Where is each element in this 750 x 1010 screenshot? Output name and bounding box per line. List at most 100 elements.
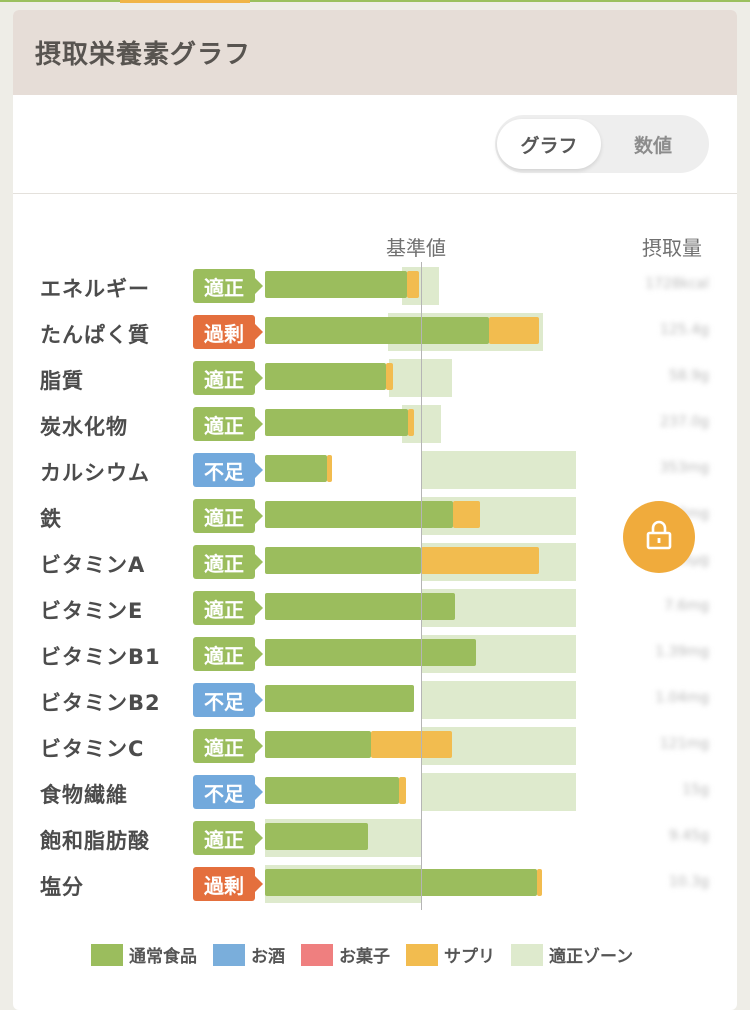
status-badge: 適正	[193, 545, 263, 579]
supplement-bar	[370, 731, 452, 758]
status-badge: 適正	[193, 591, 263, 625]
card-title: 摂取栄養素グラフ	[35, 40, 252, 70]
food-bar	[265, 409, 409, 436]
supplement-bar	[420, 547, 539, 574]
nutrient-label: 食物繊維	[40, 783, 128, 807]
optimal-zone	[420, 773, 576, 811]
nutrient-label: ビタミンC	[40, 737, 145, 761]
nutrient-row: 脂質 適正 58.9g	[13, 358, 737, 404]
supplement-bar	[398, 777, 407, 804]
food-bar	[265, 501, 454, 528]
status-badge: 適正	[193, 821, 263, 855]
intake-amount: 1.39mg	[655, 644, 709, 660]
lock-button[interactable]	[623, 501, 695, 573]
toggle-graph-option[interactable]: グラフ	[497, 119, 601, 169]
food-bar	[265, 363, 387, 390]
intake-column-header: 摂取量	[642, 236, 702, 260]
nutrient-row: 食物繊維 不足 15g	[13, 772, 737, 818]
supplement-bar	[488, 317, 539, 344]
nutrient-label: ビタミンE	[40, 599, 144, 623]
top-accent-tab	[120, 0, 250, 3]
legend-item: お酒	[213, 942, 285, 967]
legend: 通常食品 お酒 お菓子 サプリ 適正ゾーン	[91, 942, 649, 967]
food-bar	[265, 869, 538, 896]
nutrient-label: ビタミンB1	[40, 645, 161, 669]
view-toggle[interactable]: グラフ 数値	[495, 115, 709, 173]
legend-item: お菓子	[301, 942, 390, 967]
nutrient-row: たんぱく質 過剰 125.4g	[13, 312, 737, 358]
legend-label: お酒	[251, 947, 285, 967]
supplement-bar	[327, 455, 332, 482]
legend-swatch	[511, 943, 543, 966]
status-badge: 不足	[193, 453, 263, 487]
nutrient-row: カルシウム 不足 353mg	[13, 450, 737, 496]
status-badge: 適正	[193, 269, 263, 303]
food-bar	[265, 593, 455, 620]
intake-amount: 7.6mg	[664, 598, 709, 614]
divider	[13, 193, 737, 194]
intake-amount: 15g	[682, 782, 709, 798]
intake-amount: 9.45g	[668, 828, 709, 844]
nutrient-label: 炭水化物	[40, 415, 128, 439]
supplement-bar	[406, 271, 419, 298]
reference-column-header: 基準値	[386, 236, 446, 260]
supplement-bar	[537, 869, 542, 896]
status-badge: 過剰	[193, 315, 263, 349]
nutrient-row: ビタミンB2 不足 1.04mg	[13, 680, 737, 726]
legend-label: 通常食品	[129, 947, 197, 967]
intake-amount: 237.0g	[660, 414, 709, 430]
toggle-number-option[interactable]: 数値	[633, 134, 672, 157]
intake-amount: 10.3g	[668, 874, 709, 890]
supplement-bar	[453, 501, 480, 528]
nutrient-row: 炭水化物 適正 237.0g	[13, 404, 737, 450]
legend-item: 適正ゾーン	[511, 942, 633, 967]
top-accent-line	[0, 0, 750, 2]
card-header: 摂取栄養素グラフ	[13, 10, 737, 95]
optimal-zone	[420, 681, 576, 719]
food-bar	[265, 823, 368, 850]
nutrient-graph-card: 摂取栄養素グラフ グラフ 数値 基準値 摂取量 エネルギー 適正 1728kcal た…	[13, 10, 737, 1010]
status-badge: 適正	[193, 361, 263, 395]
nutrient-row: ビタミンE 適正 7.6mg	[13, 588, 737, 634]
nutrient-label: ビタミンA	[40, 553, 146, 577]
intake-amount: 1.04mg	[655, 690, 709, 706]
legend-swatch	[406, 943, 438, 966]
status-badge: 不足	[193, 775, 263, 809]
nutrient-row: 塩分 過剰 10.3g	[13, 864, 737, 910]
intake-amount: 58.9g	[668, 368, 709, 384]
food-bar	[265, 731, 371, 758]
intake-amount: 125.4g	[660, 322, 709, 338]
nutrient-row: ビタミンA適正1065µg	[13, 542, 737, 588]
nutrient-label: エネルギー	[40, 277, 150, 301]
status-badge: 不足	[193, 683, 263, 717]
legend-label: 適正ゾーン	[549, 947, 634, 967]
nutrient-label: ビタミンB2	[40, 691, 161, 715]
legend-item: 通常食品	[91, 942, 197, 967]
legend-label: サプリ	[444, 947, 495, 967]
status-badge: 過剰	[193, 867, 263, 901]
legend-item: サプリ	[406, 942, 495, 967]
nutrient-label: 鉄	[40, 507, 62, 531]
status-badge: 適正	[193, 499, 263, 533]
food-bar	[265, 271, 407, 298]
intake-amount: 1728kcal	[645, 276, 709, 292]
status-badge: 適正	[193, 637, 263, 671]
intake-amount: 121mg	[659, 736, 709, 752]
nutrient-label: 塩分	[40, 875, 84, 899]
optimal-zone	[389, 359, 452, 397]
status-badge: 適正	[193, 407, 263, 441]
food-bar	[265, 777, 399, 804]
supplement-bar	[408, 409, 415, 436]
lock-icon	[641, 517, 677, 557]
nutrient-row: ビタミンC 適正 121mg	[13, 726, 737, 772]
legend-swatch	[301, 943, 333, 966]
status-badge: 適正	[193, 729, 263, 763]
nutrient-row: エネルギー 適正 1728kcal	[13, 266, 737, 312]
supplement-bar	[386, 363, 393, 390]
food-bar	[265, 455, 328, 482]
legend-swatch	[213, 943, 245, 966]
reference-line	[421, 262, 422, 910]
legend-swatch	[91, 943, 123, 966]
legend-label: お菓子	[339, 947, 390, 967]
nutrient-label: たんぱく質	[40, 323, 150, 347]
